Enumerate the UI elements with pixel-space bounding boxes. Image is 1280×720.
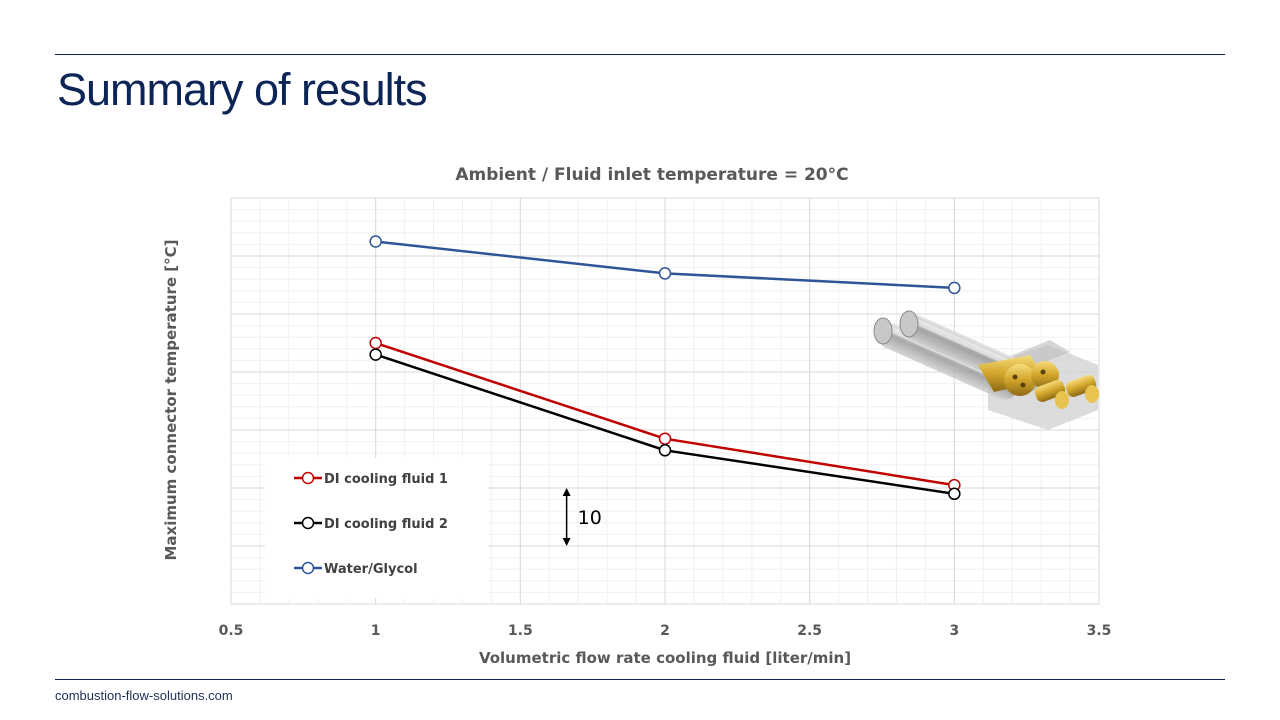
connector-image (873, 310, 1099, 430)
legend-item: DI cooling fluid 2 (294, 516, 448, 532)
x-tick-label: 0.5 (219, 623, 244, 639)
x-tick-label: 2 (660, 623, 670, 639)
data-point (658, 432, 672, 445)
data-point (948, 281, 961, 295)
footer-rule (55, 679, 1225, 680)
legend: DI cooling fluid 1 DI cooling fluid 2 Wa… (265, 458, 488, 598)
line-chart: Ambient / Fluid inlet temperature = 20°C… (162, 165, 1112, 667)
page-title: Summary of results (57, 64, 428, 115)
legend-marker (301, 471, 315, 485)
data-point (369, 336, 382, 350)
x-tick-label: 1 (371, 623, 381, 639)
scale-annotation: 10 (562, 488, 602, 546)
footer-url: combustion-flow-solutions.com (55, 688, 233, 703)
header-rule (55, 54, 1225, 55)
x-tick-labels: 0.5 1 1.5 2 2.5 3 3.5 (219, 623, 1112, 639)
scale-label: 10 (578, 507, 602, 529)
legend-box (265, 458, 488, 598)
legend-label: Water/Glycol (324, 562, 418, 577)
data-point (369, 235, 382, 248)
x-tick-label: 2.5 (797, 623, 822, 639)
scale-arrowhead-down (562, 538, 571, 546)
x-axis-label: Volumetric flow rate cooling fluid [lite… (479, 649, 851, 667)
data-point (658, 444, 672, 457)
data-point (948, 487, 961, 501)
legend-label: DI cooling fluid 1 (324, 472, 448, 487)
y-axis-label: Maximum connector temperature [°C] (162, 239, 180, 560)
legend-marker (301, 516, 315, 530)
x-tick-label: 3 (949, 623, 959, 639)
legend-marker (301, 561, 315, 575)
series-layer (369, 235, 961, 501)
scale-arrowhead-up (562, 488, 571, 496)
legend-item: DI cooling fluid 1 (294, 471, 448, 487)
legend-label: DI cooling fluid 2 (324, 517, 448, 532)
x-tick-label: 1.5 (508, 623, 533, 639)
data-point (658, 267, 672, 280)
chart-title: Ambient / Fluid inlet temperature = 20°C (455, 165, 848, 185)
data-point (369, 348, 382, 361)
legend-item: Water/Glycol (294, 561, 418, 577)
x-tick-label: 3.5 (1087, 623, 1112, 639)
